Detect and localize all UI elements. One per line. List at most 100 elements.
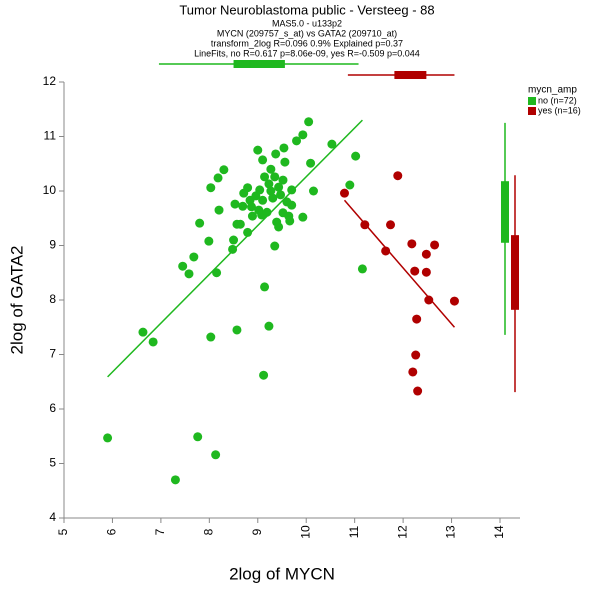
box: [511, 235, 519, 310]
point: [170, 475, 180, 485]
point: [264, 321, 274, 331]
x-tick-label: 6: [105, 528, 119, 535]
y-tick-label: 12: [43, 74, 57, 88]
point: [238, 201, 248, 211]
point: [243, 183, 253, 193]
point: [280, 157, 290, 167]
y-tick-label: 9: [49, 238, 56, 252]
point: [421, 267, 431, 277]
point: [266, 186, 276, 196]
point: [232, 325, 242, 335]
point: [271, 149, 281, 159]
point: [264, 179, 274, 189]
point: [178, 261, 188, 271]
point: [214, 205, 224, 215]
y-axis-label: 2log of GATA2: [7, 246, 26, 355]
point: [255, 185, 265, 195]
point: [219, 165, 229, 175]
point: [258, 155, 268, 165]
point: [351, 151, 361, 161]
point: [229, 235, 239, 245]
box: [501, 181, 509, 243]
point: [292, 136, 302, 146]
point: [430, 240, 440, 250]
point: [206, 332, 216, 342]
legend-title: mycn_amp: [528, 85, 577, 96]
point: [449, 296, 459, 306]
point: [228, 244, 238, 254]
x-tick-label: 14: [492, 525, 506, 539]
x-tick-label: 12: [395, 525, 409, 539]
point: [253, 145, 263, 155]
point: [247, 211, 257, 221]
fit-line: [343, 199, 456, 328]
chart-subtitle: transform_2log R=0.096 0.9% Explained p=…: [211, 38, 403, 48]
point: [276, 190, 286, 200]
point: [274, 222, 284, 232]
point: [411, 350, 421, 360]
point: [360, 220, 370, 230]
point: [270, 172, 280, 182]
point: [407, 239, 417, 249]
y-tick-label: 4: [49, 510, 56, 524]
x-tick-label: 5: [56, 528, 70, 535]
point: [268, 193, 278, 203]
point: [304, 117, 314, 127]
point: [243, 227, 253, 237]
point: [278, 175, 288, 185]
y-tick-label: 8: [49, 292, 56, 306]
point: [408, 367, 418, 377]
point: [285, 216, 295, 226]
point: [235, 219, 245, 229]
point: [206, 183, 216, 193]
legend-label: no (n=72): [538, 95, 577, 105]
chart-subtitle: MYCN (209757_s_at) vs GATA2 (209710_at): [217, 28, 397, 38]
point: [212, 268, 222, 278]
point: [270, 241, 280, 251]
x-tick-label: 8: [202, 528, 216, 535]
point: [260, 172, 270, 182]
legend-swatch: [528, 107, 536, 115]
point: [262, 207, 272, 217]
point: [393, 171, 403, 181]
point: [211, 450, 221, 460]
point: [258, 195, 268, 205]
point: [424, 295, 434, 305]
point: [345, 180, 355, 190]
chart-title: Tumor Neuroblastoma public - Versteeg - …: [179, 2, 434, 17]
point: [103, 433, 113, 443]
point: [279, 143, 289, 153]
point: [184, 269, 194, 279]
point: [381, 246, 391, 256]
point: [306, 158, 316, 168]
point: [282, 197, 292, 207]
point: [148, 337, 158, 347]
point: [412, 314, 422, 324]
x-tick-label: 7: [153, 528, 167, 535]
point: [327, 139, 337, 149]
box: [233, 60, 285, 68]
legend-swatch: [528, 97, 536, 105]
point: [413, 386, 423, 396]
point: [260, 282, 270, 292]
y-tick-label: 7: [49, 347, 56, 361]
point: [287, 185, 297, 195]
point: [410, 266, 420, 276]
point: [195, 218, 205, 228]
chart-subtitle: MAS5.0 - u133p2: [272, 18, 342, 28]
point: [339, 188, 349, 198]
point: [266, 164, 276, 174]
point: [213, 173, 223, 183]
point: [138, 327, 148, 337]
point: [421, 249, 431, 259]
point: [357, 264, 367, 274]
point: [204, 236, 214, 246]
x-tick-label: 9: [250, 528, 264, 535]
x-tick-label: 11: [347, 525, 361, 538]
point: [298, 212, 308, 222]
point: [193, 432, 203, 442]
legend-label: yes (n=16): [538, 105, 581, 115]
x-axis-label: 2log of MYCN: [229, 564, 335, 583]
x-tick-label: 10: [298, 525, 312, 539]
